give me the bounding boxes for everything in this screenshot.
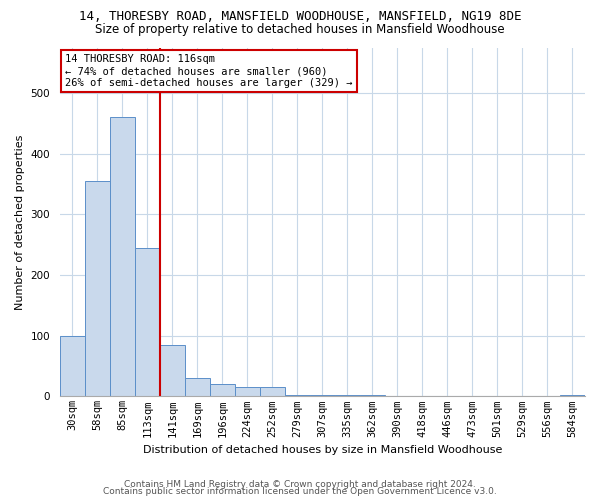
- Text: Contains public sector information licensed under the Open Government Licence v3: Contains public sector information licen…: [103, 487, 497, 496]
- Text: 14 THORESBY ROAD: 116sqm
← 74% of detached houses are smaller (960)
26% of semi-: 14 THORESBY ROAD: 116sqm ← 74% of detach…: [65, 54, 353, 88]
- Bar: [260, 388, 285, 396]
- Bar: [360, 395, 385, 396]
- Bar: [60, 336, 85, 396]
- Bar: [85, 181, 110, 396]
- Bar: [110, 118, 135, 396]
- Bar: [285, 395, 310, 396]
- Bar: [135, 248, 160, 396]
- Bar: [335, 395, 360, 396]
- Text: Size of property relative to detached houses in Mansfield Woodhouse: Size of property relative to detached ho…: [95, 22, 505, 36]
- Bar: [560, 395, 585, 396]
- Bar: [310, 395, 335, 396]
- Text: 14, THORESBY ROAD, MANSFIELD WOODHOUSE, MANSFIELD, NG19 8DE: 14, THORESBY ROAD, MANSFIELD WOODHOUSE, …: [79, 10, 521, 23]
- Bar: [235, 388, 260, 396]
- Y-axis label: Number of detached properties: Number of detached properties: [15, 134, 25, 310]
- Text: Contains HM Land Registry data © Crown copyright and database right 2024.: Contains HM Land Registry data © Crown c…: [124, 480, 476, 489]
- Bar: [210, 384, 235, 396]
- X-axis label: Distribution of detached houses by size in Mansfield Woodhouse: Distribution of detached houses by size …: [143, 445, 502, 455]
- Bar: [160, 345, 185, 397]
- Bar: [185, 378, 210, 396]
